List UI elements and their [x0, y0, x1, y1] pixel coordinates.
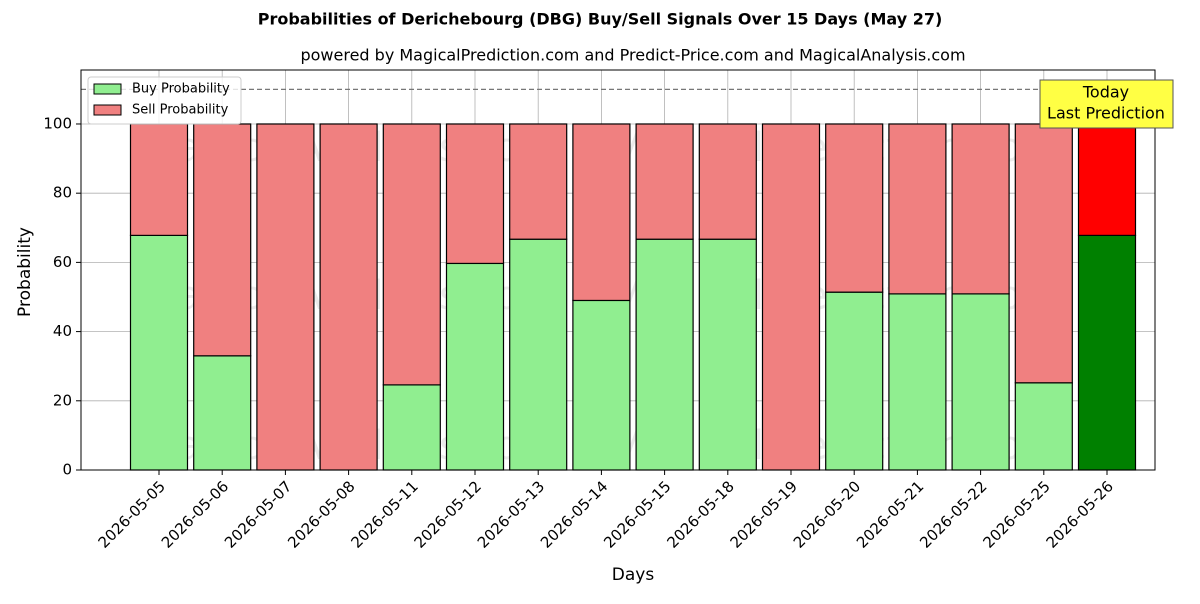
bar-segment: [445, 123, 505, 265]
legend-swatch: [93, 104, 122, 116]
bar-segment: [129, 234, 189, 471]
x-tick-label: 2026-05-07: [221, 477, 295, 551]
bar-segment: [129, 123, 189, 236]
x-tick-label: 2026-05-19: [727, 477, 801, 551]
x-tick-label: 2026-05-11: [347, 477, 421, 551]
bar-segment: [888, 293, 947, 471]
bar-segment: [382, 384, 441, 471]
bar-segment: [951, 293, 1010, 471]
plot-frame: [80, 69, 1156, 471]
legend-box: [87, 76, 242, 125]
bar-segment: [1014, 123, 1073, 384]
legend-swatch: [93, 83, 122, 95]
y-tick-label: 60: [53, 253, 72, 271]
bar-segment: [951, 123, 1010, 295]
bar-segment: [509, 123, 568, 240]
x-tick-label: 2026-05-05: [95, 477, 169, 551]
bar-segment: [256, 123, 315, 471]
x-tick-label: 2026-05-06: [158, 477, 232, 551]
x-tick-label: 2026-05-15: [600, 477, 674, 551]
y-tick-label: 0: [62, 461, 72, 479]
legend-label: Buy Probability: [132, 82, 230, 97]
bar-segment: [888, 123, 947, 295]
x-tick-label: 2026-05-20: [790, 477, 864, 551]
bar-segment: [1077, 123, 1137, 236]
bar-segment: [193, 123, 252, 357]
x-tick-label: 2026-05-26: [1043, 477, 1117, 551]
bar-segment: [445, 262, 505, 471]
bar-segment: [698, 123, 757, 240]
legend-label: Sell Probability: [132, 103, 229, 118]
annotation-box: [1039, 79, 1174, 129]
y-tick-label: 100: [43, 114, 72, 132]
bar-segment: [635, 123, 694, 240]
y-tick-label: 40: [53, 322, 72, 340]
bar-segment: [698, 238, 757, 471]
bar-segment: [193, 355, 252, 471]
annotation-text: Today: [1082, 83, 1129, 102]
bar-segment: [382, 123, 441, 386]
bar-segment: [761, 123, 821, 471]
annotation-text: Last Prediction: [1047, 104, 1165, 123]
bar-segment: [1014, 382, 1073, 471]
bar-segment: [1077, 234, 1137, 471]
bar-segment: [319, 123, 378, 471]
y-tick-label: 80: [53, 184, 72, 202]
bar-segment: [572, 123, 631, 302]
x-axis-label: Days: [612, 565, 655, 585]
y-tick-label: 20: [53, 391, 72, 409]
chart-subtitle: powered by MagicalPrediction.com and Pre…: [300, 46, 965, 65]
bar-segment: [635, 238, 694, 471]
bar-segment: [509, 238, 568, 471]
x-tick-label: 2026-05-21: [853, 477, 927, 551]
x-tick-label: 2026-05-18: [663, 477, 737, 551]
x-tick-label: 2026-05-25: [979, 477, 1053, 551]
x-tick-label: 2026-05-13: [474, 477, 548, 551]
y-axis-label: Probability: [15, 227, 35, 317]
x-tick-label: 2026-05-08: [284, 477, 358, 551]
x-tick-label: 2026-05-12: [411, 477, 485, 551]
bar-segment: [825, 123, 884, 293]
x-tick-label: 2026-05-22: [916, 477, 990, 551]
x-tick-label: 2026-05-14: [537, 477, 611, 551]
chart-title: Probabilities of Derichebourg (DBG) Buy/…: [258, 10, 943, 29]
bar-segment: [825, 291, 884, 471]
bar-segment: [572, 299, 631, 471]
